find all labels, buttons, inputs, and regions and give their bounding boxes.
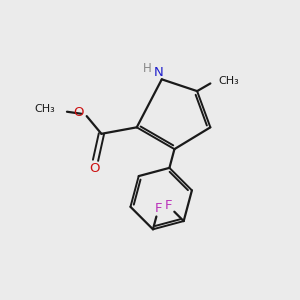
Text: N: N	[153, 66, 163, 80]
Text: F: F	[165, 200, 172, 212]
Text: F: F	[155, 202, 162, 215]
Text: O: O	[73, 106, 84, 119]
Text: CH₃: CH₃	[34, 104, 55, 114]
Text: O: O	[89, 162, 99, 175]
Text: CH₃: CH₃	[219, 76, 239, 85]
Text: H: H	[143, 61, 152, 75]
